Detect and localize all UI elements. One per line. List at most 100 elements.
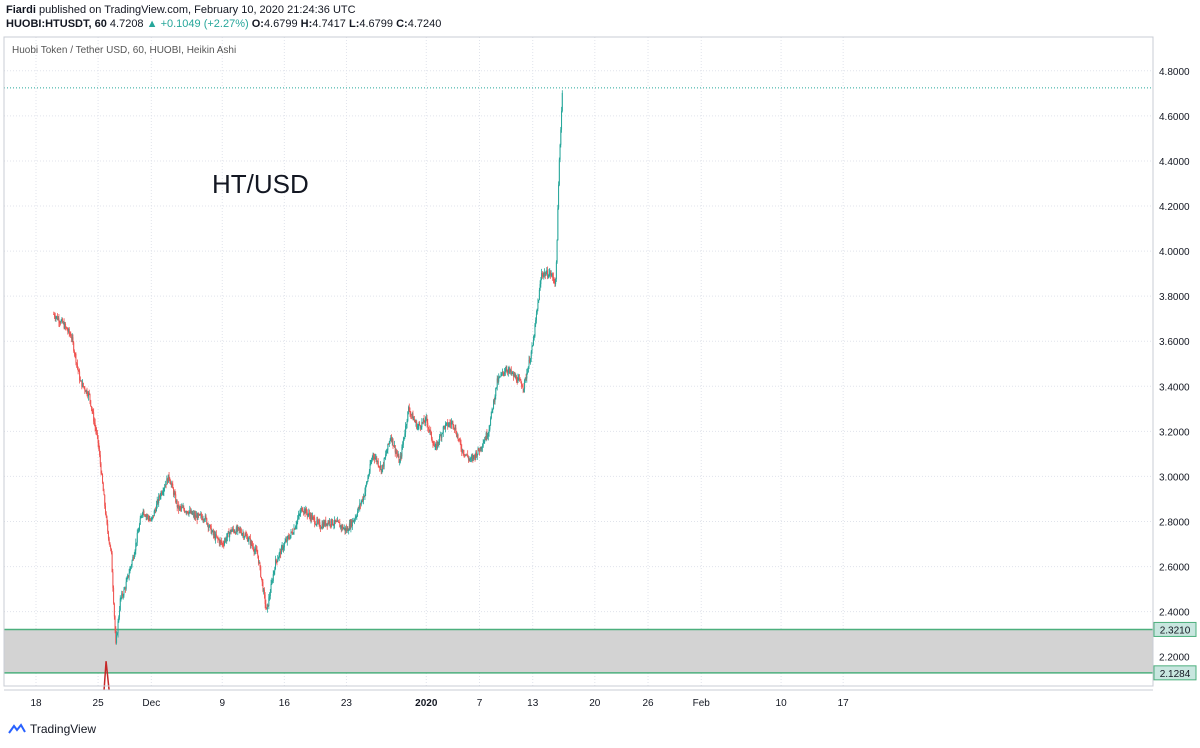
candle-body	[420, 427, 422, 429]
candle-body	[176, 500, 178, 508]
candle-body	[89, 393, 91, 401]
candle-body	[393, 445, 395, 447]
author-name[interactable]: Fiardi	[6, 4, 36, 16]
candle-body	[132, 557, 134, 561]
candle-body	[167, 474, 169, 483]
candle-body	[60, 320, 62, 324]
candle-body	[203, 519, 205, 521]
candle-body	[395, 451, 397, 453]
candle-body	[126, 578, 128, 582]
candle-body	[383, 458, 385, 467]
candle-body	[334, 519, 336, 525]
candle-body	[82, 382, 84, 387]
candle-body	[257, 553, 259, 556]
candle-body	[159, 496, 161, 498]
candle-body	[408, 407, 410, 412]
candle-body	[392, 438, 394, 446]
candle-body	[164, 484, 166, 488]
publish-info: Fiardi published on TradingView.com, Feb…	[6, 3, 356, 17]
candle-body	[300, 508, 302, 511]
candle-body	[444, 425, 446, 429]
candle-body	[504, 371, 506, 374]
candle-body	[340, 525, 342, 528]
candle-body	[361, 499, 363, 503]
candle-body	[261, 578, 263, 583]
candle-body	[351, 520, 353, 526]
candle-body	[92, 411, 94, 413]
candle-body	[273, 571, 275, 575]
candle-body	[378, 465, 380, 467]
candle-body	[356, 515, 358, 517]
candle-body	[244, 534, 246, 537]
candle-body	[313, 517, 315, 519]
candle-body	[311, 516, 313, 520]
candle-body	[417, 425, 419, 427]
candle-body	[170, 481, 172, 485]
candle-body	[342, 528, 344, 530]
candle-body	[119, 610, 121, 617]
candle-body	[314, 518, 316, 525]
x-tick-label: 10	[776, 698, 788, 709]
candle-body	[97, 435, 99, 444]
candle-body	[410, 414, 412, 416]
candle-body	[337, 520, 339, 522]
candle-body	[387, 443, 389, 451]
candle-body	[450, 423, 452, 425]
candle-body	[158, 496, 160, 498]
y-tick-label: 3.8000	[1159, 292, 1190, 303]
candle-body	[172, 488, 174, 495]
x-axis[interactable]: 18 25 Dec 9 16 23 2020 7 13 20 26 Feb 10 17	[4, 689, 1153, 709]
candle-body	[531, 345, 533, 352]
candle-body	[170, 483, 172, 485]
candle-body	[228, 531, 230, 538]
candle-body	[223, 544, 225, 546]
candle-body	[390, 437, 392, 441]
chart-header: Huobi Token / Tether USD, 60, HUOBI, Hei…	[12, 45, 236, 56]
candle-body	[331, 519, 333, 525]
footer[interactable]: TradingView	[8, 721, 96, 737]
candle-body	[465, 454, 467, 456]
candle-body	[453, 427, 455, 430]
candle-body	[120, 597, 122, 599]
candle-body	[102, 474, 104, 484]
candle-body	[217, 537, 219, 539]
candle-body	[388, 441, 390, 445]
candle-body	[547, 276, 549, 278]
candle-body	[161, 492, 163, 495]
candle-body	[56, 316, 58, 320]
support-zone[interactable]	[4, 629, 1153, 673]
candle-body	[410, 414, 412, 416]
candle-body	[165, 484, 167, 486]
candle-body	[292, 533, 294, 535]
candle-body	[308, 512, 310, 515]
candle-body	[351, 520, 353, 526]
candle-body	[412, 413, 414, 421]
y-axis[interactable]: 4.8000 4.6000 4.4000 4.2000 4.0000 3.8000 3.60…	[1159, 67, 1190, 664]
candle-body	[146, 515, 148, 517]
candle-body	[178, 504, 180, 510]
candle-body	[377, 461, 379, 466]
candle-body	[459, 439, 461, 444]
candle-body	[514, 374, 516, 378]
candle-body	[422, 418, 424, 423]
candle-body	[482, 443, 484, 447]
candle-body	[435, 444, 437, 447]
candle-body	[270, 584, 272, 593]
candle-body	[187, 511, 189, 513]
candle-body	[185, 511, 187, 513]
candle-body	[54, 316, 56, 319]
candle-body	[470, 457, 472, 459]
candle-body	[354, 519, 356, 521]
price-badge-label: 2.3210	[1160, 625, 1191, 636]
candle-body	[407, 411, 409, 421]
candle-body	[157, 500, 159, 504]
candle-body	[153, 515, 155, 517]
candle-body	[78, 370, 80, 372]
candle-body	[558, 184, 560, 209]
candle-body	[303, 509, 305, 513]
candle-body	[193, 513, 195, 517]
candle-body	[329, 520, 331, 525]
candle-body	[234, 532, 236, 533]
